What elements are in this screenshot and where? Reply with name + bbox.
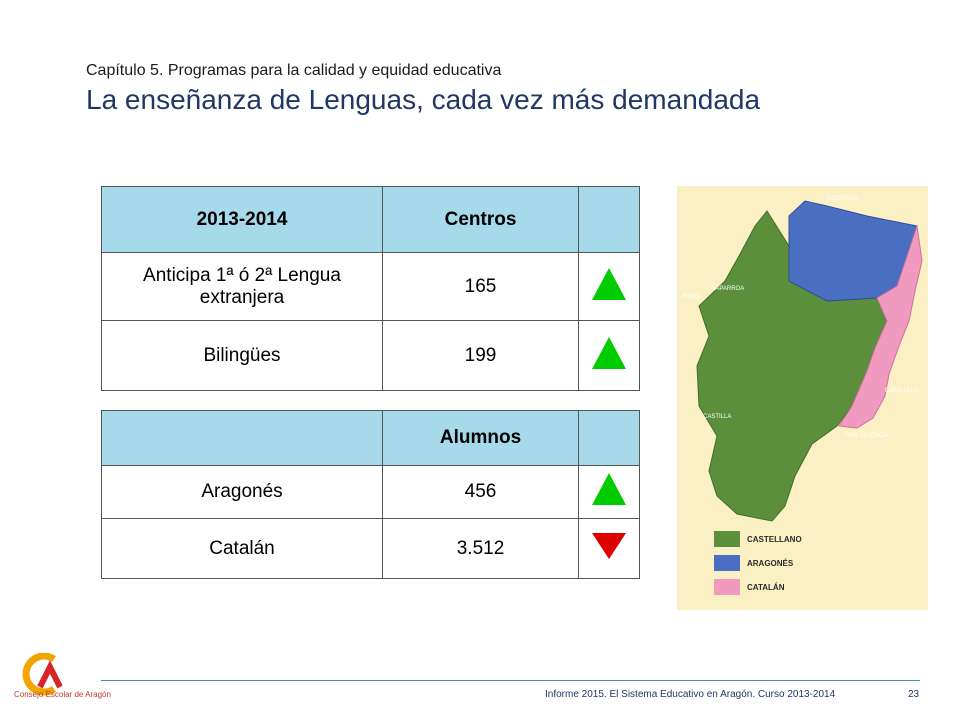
table-row: Bilingües 199 [101, 320, 640, 391]
row-label: Bilingües [101, 320, 383, 391]
row-value: 165 [382, 252, 579, 321]
header-trend [578, 410, 640, 466]
language-map: OCCITANIA NAPARROA RIOJA CASTILLA CATALU… [677, 186, 928, 610]
row-label: Anticipa 1ª ó 2ª Lengua extranjera [101, 252, 383, 321]
legend-label-castellano: CASTELLANO [747, 535, 802, 544]
centros-table: 2013-2014 Centros Anticipa 1ª ó 2ª Lengu… [101, 186, 640, 391]
trend-cell [578, 320, 640, 391]
footer-divider [101, 680, 920, 681]
chapter-subtitle: Capítulo 5. Programas para la calidad y … [86, 62, 502, 79]
page-number: 23 [908, 689, 920, 700]
header-alumnos: Alumnos [382, 410, 579, 466]
trend-up-icon [592, 473, 626, 505]
legend-swatch-catalan [714, 579, 740, 595]
row-label: Catalán [101, 518, 383, 579]
page-title: La enseñanza de Lenguas, cada vez más de… [86, 84, 761, 115]
trend-up-icon [592, 336, 626, 369]
trend-cell [578, 518, 640, 579]
aragon-map-svg: OCCITANIA NAPARROA RIOJA CASTILLA CATALU… [683, 196, 923, 595]
map-label-naparroa: NAPARROA [711, 286, 744, 292]
footer-text: Informe 2015. El Sistema Educativo en Ar… [545, 689, 836, 700]
map-label-catalunya: CATALUNYA [885, 388, 920, 394]
consejo-logo-icon [22, 653, 63, 696]
legend-label-catalan: CATALÁN [747, 583, 785, 592]
table-row: Aragonés 456 [101, 465, 640, 519]
row-value: 456 [382, 465, 579, 519]
trend-cell [578, 252, 640, 321]
header-empty [101, 410, 383, 466]
legend-swatch-aragones [714, 555, 740, 571]
row-label: Aragonés [101, 465, 383, 519]
map-label-pais-valencia: PAÍS VALENCIÀ [845, 432, 889, 439]
table-row: Catalán 3.512 [101, 518, 640, 579]
header-year: 2013-2014 [101, 186, 383, 253]
catalan-region [838, 225, 923, 429]
trend-cell [578, 465, 640, 519]
header-trend [578, 186, 640, 253]
map-label-rioja: RIOJA [683, 294, 701, 300]
legend-label-aragones: ARAGONÉS [747, 559, 794, 568]
centros-header-row: 2013-2014 Centros [101, 186, 640, 253]
logo-caption: Consejo Escolar de Aragón [14, 690, 111, 699]
row-value: 199 [382, 320, 579, 391]
map-label-ocitania: OCCITANIA [827, 196, 859, 202]
alumnos-header-row: Alumnos [101, 410, 640, 466]
trend-down-icon [592, 532, 626, 559]
header-centros: Centros [382, 186, 579, 253]
legend-swatch-castellano [714, 531, 740, 547]
trend-up-icon [592, 267, 626, 300]
table-row: Anticipa 1ª ó 2ª Lengua extranjera 165 [101, 252, 640, 321]
alumnos-table: Alumnos Aragonés 456 Catalán 3.512 [101, 410, 640, 579]
map-label-castilla: CASTILLA [703, 414, 731, 420]
row-value: 3.512 [382, 518, 579, 579]
